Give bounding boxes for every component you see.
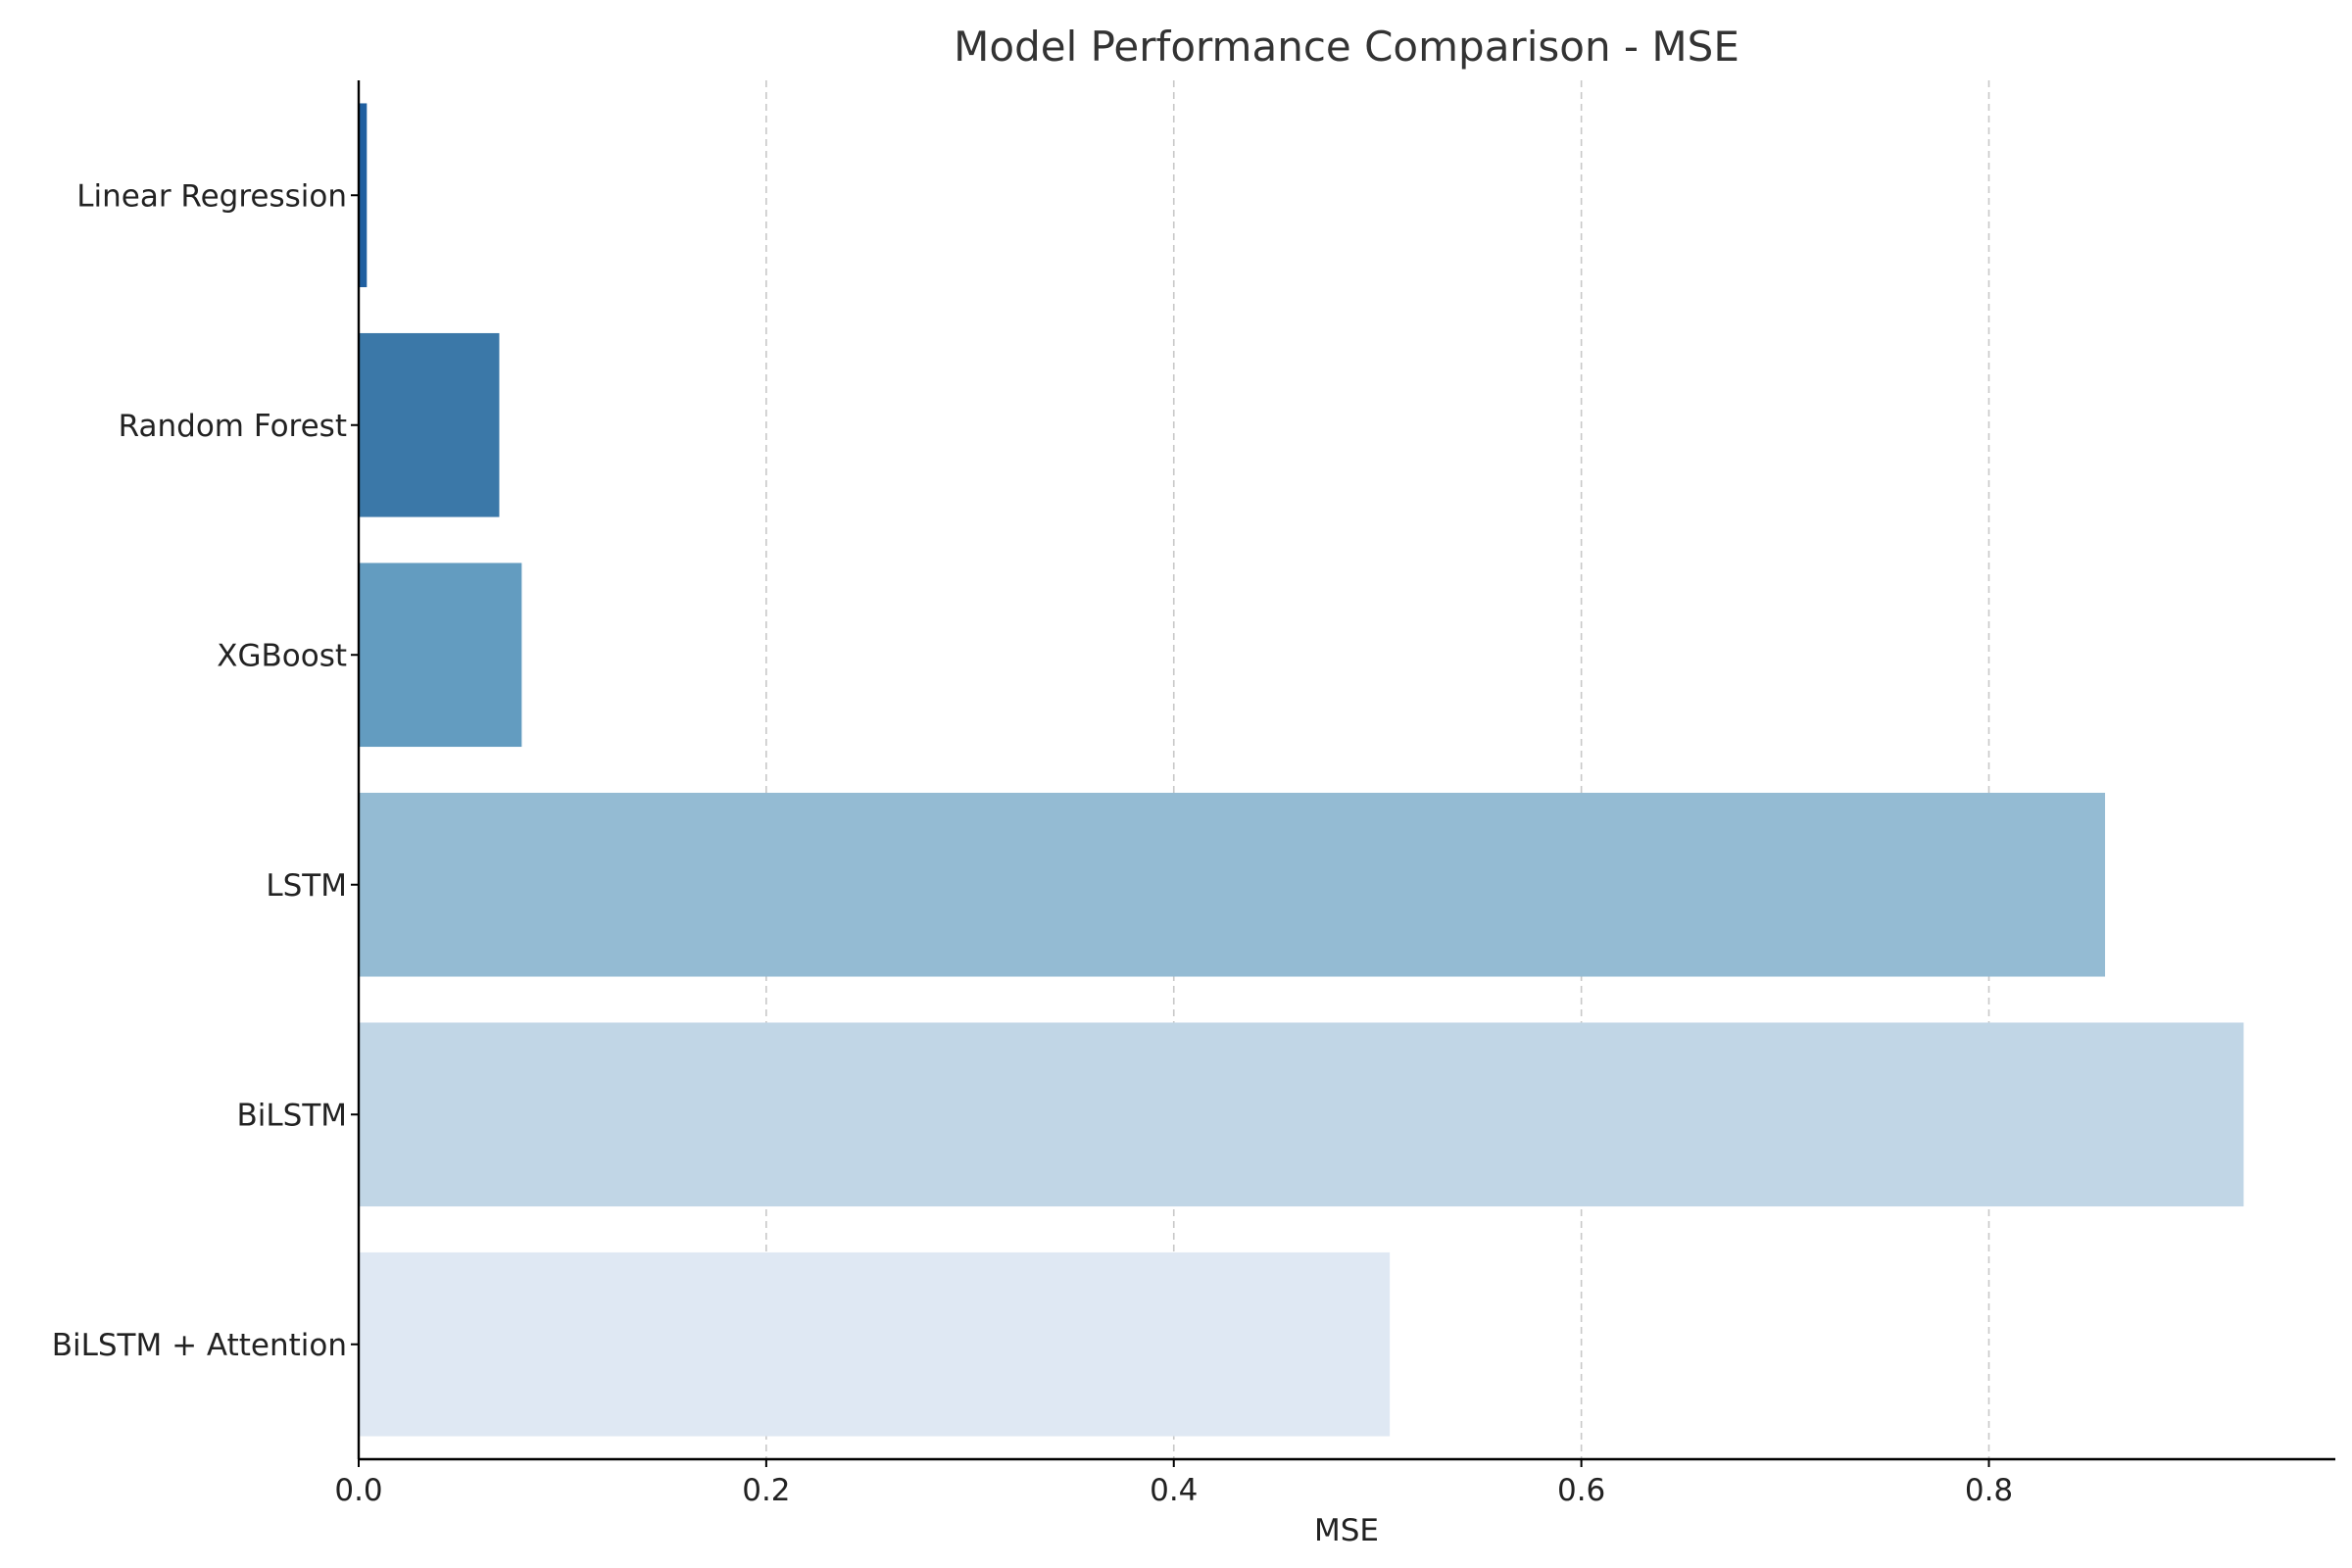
x-tick-label: 0.2 (742, 1473, 790, 1508)
y-tick-label: LSTM (266, 868, 347, 904)
y-tick-label: XGBoost (217, 638, 347, 673)
y-tick-label: BiLSTM (236, 1098, 347, 1133)
x-tick-label: 0.6 (1557, 1473, 1605, 1508)
bar-random-forest (359, 332, 500, 517)
bar-lstm (359, 792, 2106, 977)
x-tick-label: 0.8 (1965, 1473, 2013, 1508)
chart-title: Model Performance Comparison - MSE (954, 23, 1740, 71)
x-tick-label: 0.4 (1150, 1473, 1198, 1508)
y-tick-label: Linear Regression (76, 178, 347, 214)
grid-lines (765, 80, 1990, 1459)
x-tick-label: 0.0 (334, 1473, 382, 1508)
bar-xgboost (359, 563, 522, 748)
x-tick-labels: 0.0 0.2 0.4 0.6 0.8 (334, 1459, 2013, 1508)
y-tick-label: BiLSTM + Attention (52, 1328, 347, 1363)
bars (359, 103, 2244, 1437)
bar-bilstm (359, 1022, 2244, 1207)
y-tick-labels: Linear Regression Random Forest XGBoost LST… (52, 178, 359, 1363)
x-axis-label: MSE (1314, 1513, 1379, 1548)
y-tick-label: Random Forest (119, 409, 347, 444)
axes (357, 80, 2335, 1461)
bar-bilstm-attention (359, 1251, 1391, 1437)
bar-linear-regression (359, 103, 368, 288)
